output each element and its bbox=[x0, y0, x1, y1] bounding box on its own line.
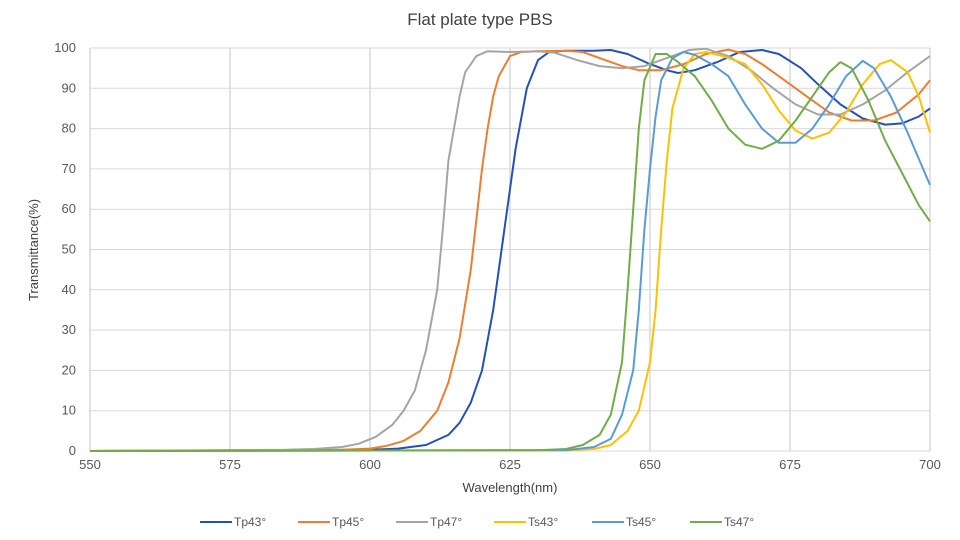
y-tick-label: 40 bbox=[62, 282, 76, 297]
legend-label: Tp47° bbox=[430, 515, 462, 529]
x-tick-label: 650 bbox=[639, 457, 661, 472]
legend-label: Ts47° bbox=[724, 515, 754, 529]
y-tick-label: 90 bbox=[62, 80, 76, 95]
y-axis-label: Transmittance(%) bbox=[26, 199, 41, 301]
x-axis-label: Wavelength(nm) bbox=[463, 480, 558, 495]
legend-label: Tp43° bbox=[234, 515, 266, 529]
y-tick-label: 0 bbox=[69, 443, 76, 458]
x-tick-label: 550 bbox=[79, 457, 101, 472]
legend-label: Tp45° bbox=[332, 515, 364, 529]
series-line-Tp47 bbox=[89, 47, 931, 452]
legend: Tp43° Tp45° Tp47° Ts43° Ts45° Ts47° bbox=[200, 515, 754, 529]
y-tick-label: 80 bbox=[62, 121, 76, 136]
y-tick-label: 10 bbox=[62, 403, 76, 418]
x-tick-label: 575 bbox=[219, 457, 241, 472]
y-tick-label: 50 bbox=[62, 242, 76, 257]
chart-title: Flat plate type PBS bbox=[407, 10, 553, 29]
y-tick-label: 60 bbox=[62, 201, 76, 216]
series-line-Tp43 bbox=[89, 49, 931, 452]
x-tick-label: 625 bbox=[499, 457, 521, 472]
x-tick-label: 600 bbox=[359, 457, 381, 472]
y-tick-label: 70 bbox=[62, 161, 76, 176]
legend-label: Ts45° bbox=[626, 515, 656, 529]
y-tick-label: 20 bbox=[62, 362, 76, 377]
series-line-Ts47 bbox=[89, 53, 931, 452]
series-line-Ts43 bbox=[89, 51, 931, 452]
x-tick-label: 675 bbox=[779, 457, 801, 472]
y-tick-label: 30 bbox=[62, 322, 76, 337]
y-tick-label: 100 bbox=[54, 40, 76, 55]
series-line-Ts45 bbox=[89, 51, 931, 452]
x-tick-label: 700 bbox=[919, 457, 941, 472]
legend-label: Ts43° bbox=[528, 515, 558, 529]
